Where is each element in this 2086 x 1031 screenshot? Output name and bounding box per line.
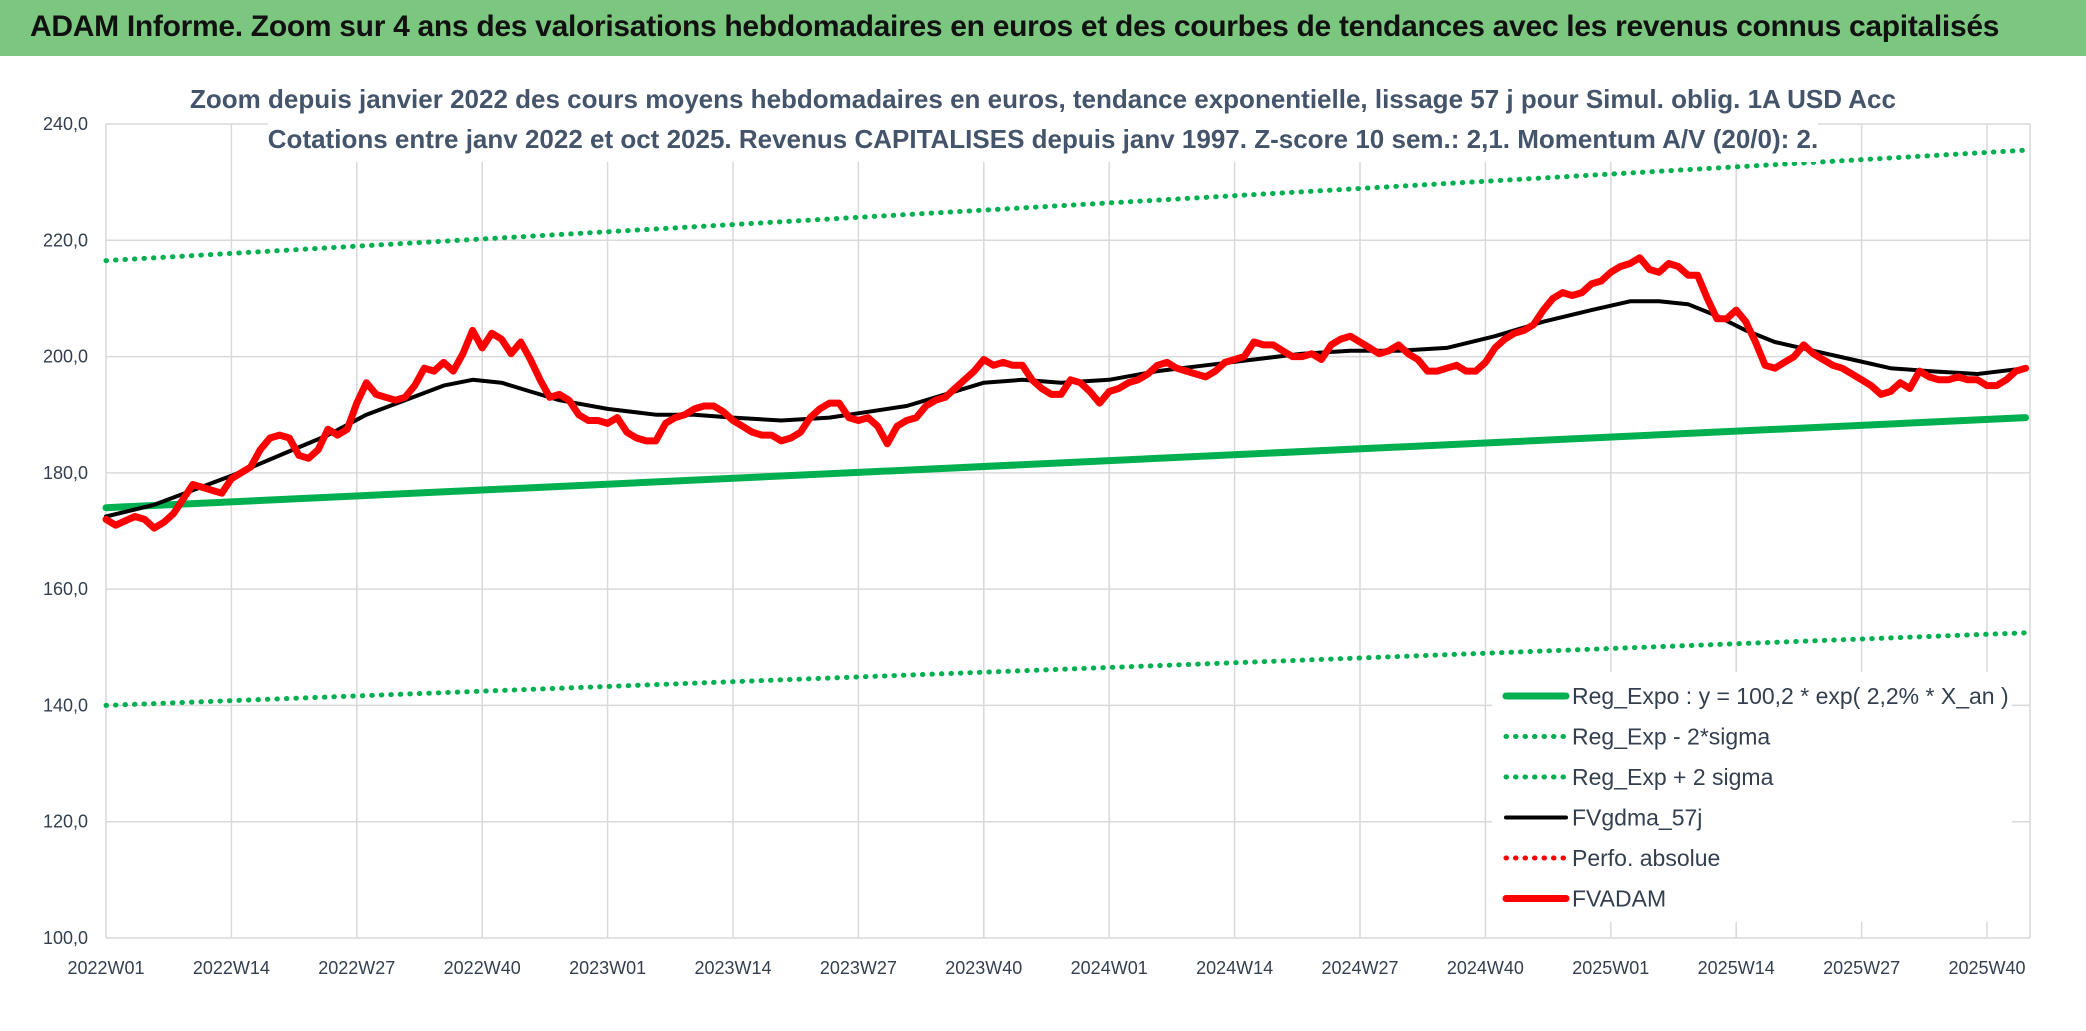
y-tick-label: 160,0: [43, 579, 88, 599]
series-line-reg-expo-y-100-2-exp-2-2-x-an: [102, 414, 2030, 512]
y-tick-label: 140,0: [43, 695, 88, 715]
x-tick-label: 2022W01: [67, 958, 144, 978]
x-tick-label: 2023W27: [820, 958, 897, 978]
x-tick-label: 2022W27: [318, 958, 395, 978]
legend-entry: Reg_Exp - 2*sigma: [1572, 724, 1770, 750]
x-tick-label: 2025W14: [1698, 958, 1775, 978]
tick-labels: 100,0 120,0 140,0 160,0 180,0 200,0 220,0 240,0…: [43, 114, 2026, 978]
chart-title-background: [268, 76, 1818, 162]
y-tick-label: 100,0: [43, 928, 88, 948]
y-tick-label: 180,0: [43, 463, 88, 483]
legend-entry: Reg_Exp + 2 sigma: [1572, 764, 1774, 790]
chart-title-line-1: Zoom depuis janvier 2022 des cours moyen…: [190, 84, 1896, 114]
series-line-reg-exp-2-sigma: [103, 147, 2029, 264]
chart: 100,0 120,0 140,0 160,0 180,0 200,0 220,0 240,0…: [0, 56, 2086, 1031]
legend: Reg_Expo : y = 100,2 * exp( 2,2% * X_an …: [1492, 672, 2012, 922]
x-tick-label: 2023W01: [569, 958, 646, 978]
x-tick-label: 2024W14: [1196, 958, 1273, 978]
x-tick-label: 2022W40: [444, 958, 521, 978]
legend-entry: FVgdma_57j: [1572, 805, 1702, 831]
x-tick-label: 2023W40: [945, 958, 1022, 978]
y-tick-label: 120,0: [43, 812, 88, 832]
chart-title: Zoom depuis janvier 2022 des cours moyen…: [190, 76, 1896, 162]
x-tick-label: 2023W14: [694, 958, 771, 978]
legend-entry: Reg_Expo : y = 100,2 * exp( 2,2% * X_an …: [1572, 683, 2009, 709]
chart-title-line-2: Cotations entre janv 2022 et oct 2025. R…: [268, 124, 1818, 154]
x-tick-label: 2024W40: [1447, 958, 1524, 978]
x-tick-label: 2025W01: [1572, 958, 1649, 978]
series-layer: [102, 147, 2030, 708]
y-tick-label: 240,0: [43, 114, 88, 134]
legend-entry: Perfo. absolue: [1572, 845, 1720, 871]
legend-entry: FVADAM: [1572, 886, 1666, 912]
legend-background: [1492, 672, 2012, 922]
y-tick-label: 200,0: [43, 347, 88, 367]
x-tick-label: 2022W14: [193, 958, 270, 978]
report-banner: ADAM Informe. Zoom sur 4 ans des valoris…: [0, 0, 2086, 58]
series-line-fvadam: [102, 254, 2030, 532]
x-tick-label: 2024W27: [1321, 958, 1398, 978]
y-tick-label: 220,0: [43, 230, 88, 250]
x-tick-label: 2025W27: [1823, 958, 1900, 978]
report-title: ADAM Informe. Zoom sur 4 ans des valoris…: [30, 10, 2000, 43]
x-tick-label: 2025W40: [1948, 958, 2025, 978]
x-tick-label: 2024W01: [1071, 958, 1148, 978]
series-line-reg-exp-2-sigma: [103, 630, 2029, 708]
